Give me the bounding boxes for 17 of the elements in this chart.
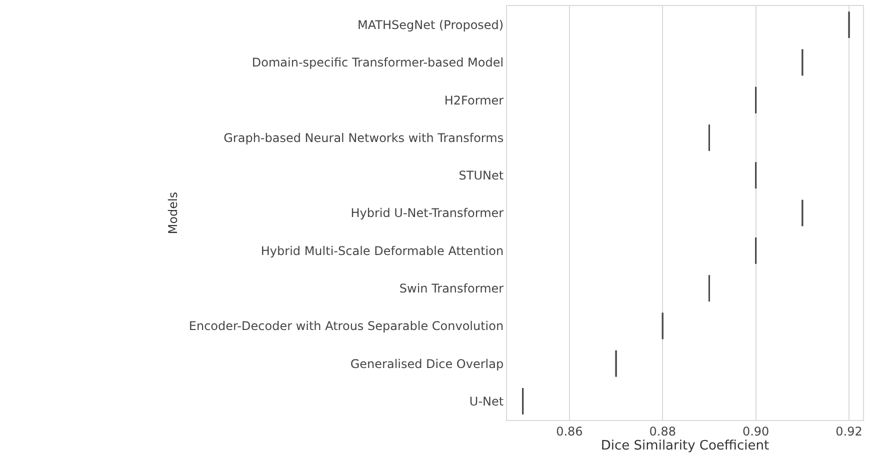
- x-tick-label: 0.92: [836, 424, 862, 438]
- y-tick-label: Hybrid Multi-Scale Deformable Attention: [260, 244, 504, 258]
- y-tick-label: Hybrid U-Net-Transformer: [350, 206, 504, 220]
- x-tick-label: 0.88: [649, 424, 676, 438]
- y-tick-label: STUNet: [458, 168, 504, 183]
- x-tick-label: 0.86: [556, 424, 583, 438]
- y-tick-label: Graph-based Neural Networks with Transforms: [224, 130, 504, 145]
- y-tick-label: Domain-specific Transformer-based Model: [252, 56, 504, 70]
- y-tick-label: Swin Transformer: [399, 281, 504, 296]
- x-tick-label: 0.90: [742, 424, 770, 438]
- y-tick-label: U-Net: [469, 394, 504, 408]
- y-tick-label: Generalised Dice Overlap: [350, 356, 504, 371]
- y-tick-label: MATHSegNet (Proposed): [358, 18, 504, 32]
- x-axis-title: Dice Similarity Coefficient: [600, 438, 770, 454]
- y-axis-title: Models: [166, 192, 180, 234]
- y-tick-label: Encoder-Decoder with Atrous Separable Convolution: [188, 319, 504, 334]
- y-tick-label: H2Former: [444, 93, 504, 108]
